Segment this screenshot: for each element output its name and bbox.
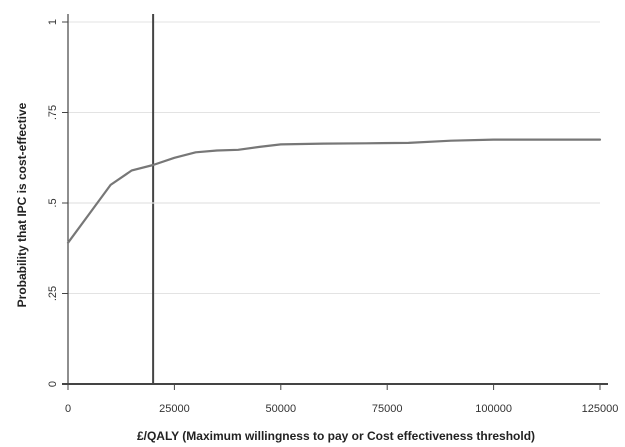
y-axis-title: Probability that IPC is cost-effective [15,102,29,307]
x-axis-title: £/QALY (Maximum willingness to pay or Co… [137,429,535,443]
y-tick-label-3: .75 [47,105,59,120]
series-line-0 [66,138,602,244]
x-tick-label-2: 50000 [266,403,297,415]
x-tick-label-5: 125000 [582,403,619,415]
gridlines [68,21,600,294]
series-layer [66,138,602,244]
y-tick-label-2: .5 [47,198,59,207]
tick-labels: 0 .25 .5 .75 1 0 25000 50000 75000 100000 125000 [47,19,618,415]
x-tick-label-3: 75000 [372,403,403,415]
axes [62,14,608,390]
x-tick-label-4: 100000 [475,403,512,415]
x-tick-label-0: 0 [65,403,71,415]
reference-lines [68,14,600,384]
y-tick-label-4: 1 [47,19,59,25]
x-tick-label-1: 25000 [159,403,190,415]
y-tick-label-1: .25 [47,286,59,301]
y-tick-label-0: 0 [47,381,59,387]
